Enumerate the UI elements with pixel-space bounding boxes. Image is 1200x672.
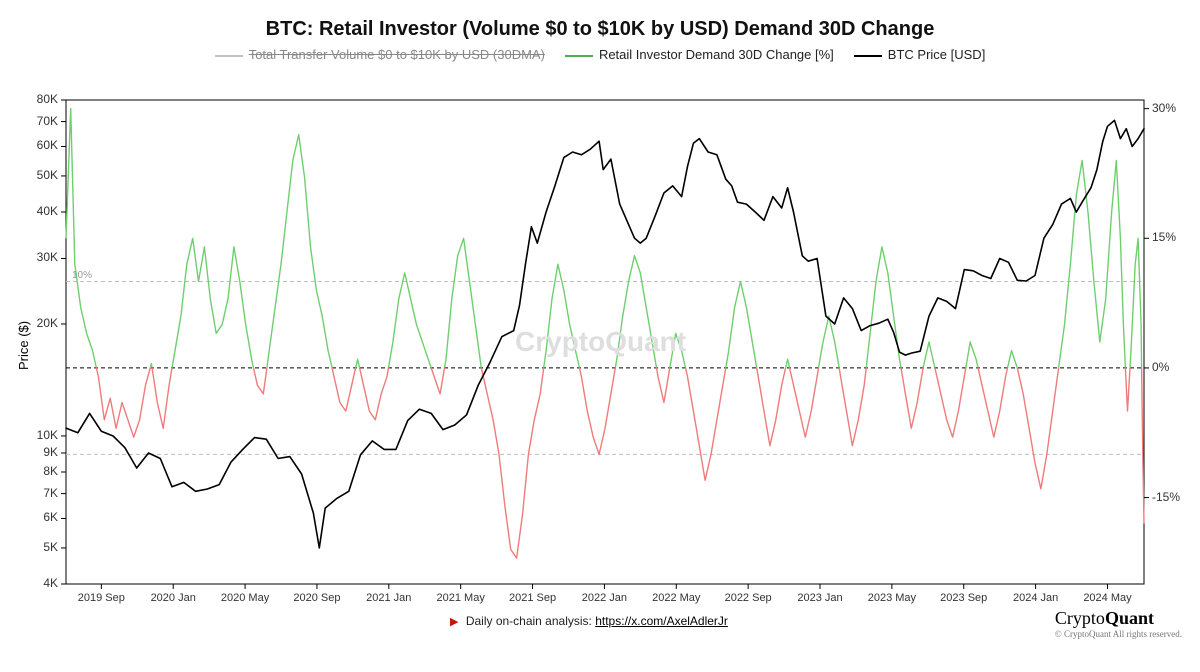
x-tick: 2024 Jan xyxy=(1001,592,1071,604)
x-tick: 2021 Jan xyxy=(354,592,424,604)
plot-area xyxy=(0,0,1200,672)
brand-logo: CryptoQuant © CryptoQuant All rights res… xyxy=(1055,608,1182,639)
x-tick: 2022 May xyxy=(641,592,711,604)
x-tick: 2021 May xyxy=(426,592,496,604)
x-tick: 2020 Sep xyxy=(282,592,352,604)
footer-marker-icon: ▶ xyxy=(450,616,458,628)
y-right-tick: 15% xyxy=(1152,230,1176,244)
x-tick: 2024 May xyxy=(1072,592,1142,604)
x-tick: 2023 May xyxy=(857,592,927,604)
reference-line-label: 10% xyxy=(72,270,92,281)
chart-container: BTC: Retail Investor (Volume $0 to $10K … xyxy=(0,0,1200,672)
y-left-tick: 40K xyxy=(0,204,58,218)
y-left-tick: 60K xyxy=(0,138,58,152)
footer: ▶ Daily on-chain analysis: https://x.com… xyxy=(450,614,728,628)
footer-text: Daily on-chain analysis: xyxy=(466,614,595,628)
y-left-tick: 5K xyxy=(0,540,58,554)
y-left-tick: 7K xyxy=(0,486,58,500)
y-right-tick: -15% xyxy=(1152,490,1180,504)
x-tick: 2023 Jan xyxy=(785,592,855,604)
y-right-tick: 30% xyxy=(1152,101,1176,115)
y-left-tick: 10K xyxy=(0,428,58,442)
x-tick: 2022 Sep xyxy=(713,592,783,604)
y-left-tick: 8K xyxy=(0,464,58,478)
footer-link[interactable]: https://x.com/AxelAdlerJr xyxy=(595,614,728,628)
y-left-tick: 30K xyxy=(0,250,58,264)
y-left-tick: 20K xyxy=(0,316,58,330)
x-tick: 2020 May xyxy=(210,592,280,604)
x-tick: 2020 Jan xyxy=(138,592,208,604)
y-right-tick: 0% xyxy=(1152,360,1169,374)
x-tick: 2022 Jan xyxy=(569,592,639,604)
x-tick: 2019 Sep xyxy=(66,592,136,604)
brand-name: CryptoQuant xyxy=(1055,608,1154,628)
x-tick: 2023 Sep xyxy=(929,592,999,604)
y-left-tick: 6K xyxy=(0,510,58,524)
y-left-tick: 80K xyxy=(0,92,58,106)
y-left-tick: 9K xyxy=(0,445,58,459)
brand-sub: © CryptoQuant All rights reserved. xyxy=(1055,629,1182,639)
y-left-tick: 70K xyxy=(0,114,58,128)
y-left-tick: 50K xyxy=(0,168,58,182)
y-left-tick: 4K xyxy=(0,576,58,590)
x-tick: 2021 Sep xyxy=(498,592,568,604)
